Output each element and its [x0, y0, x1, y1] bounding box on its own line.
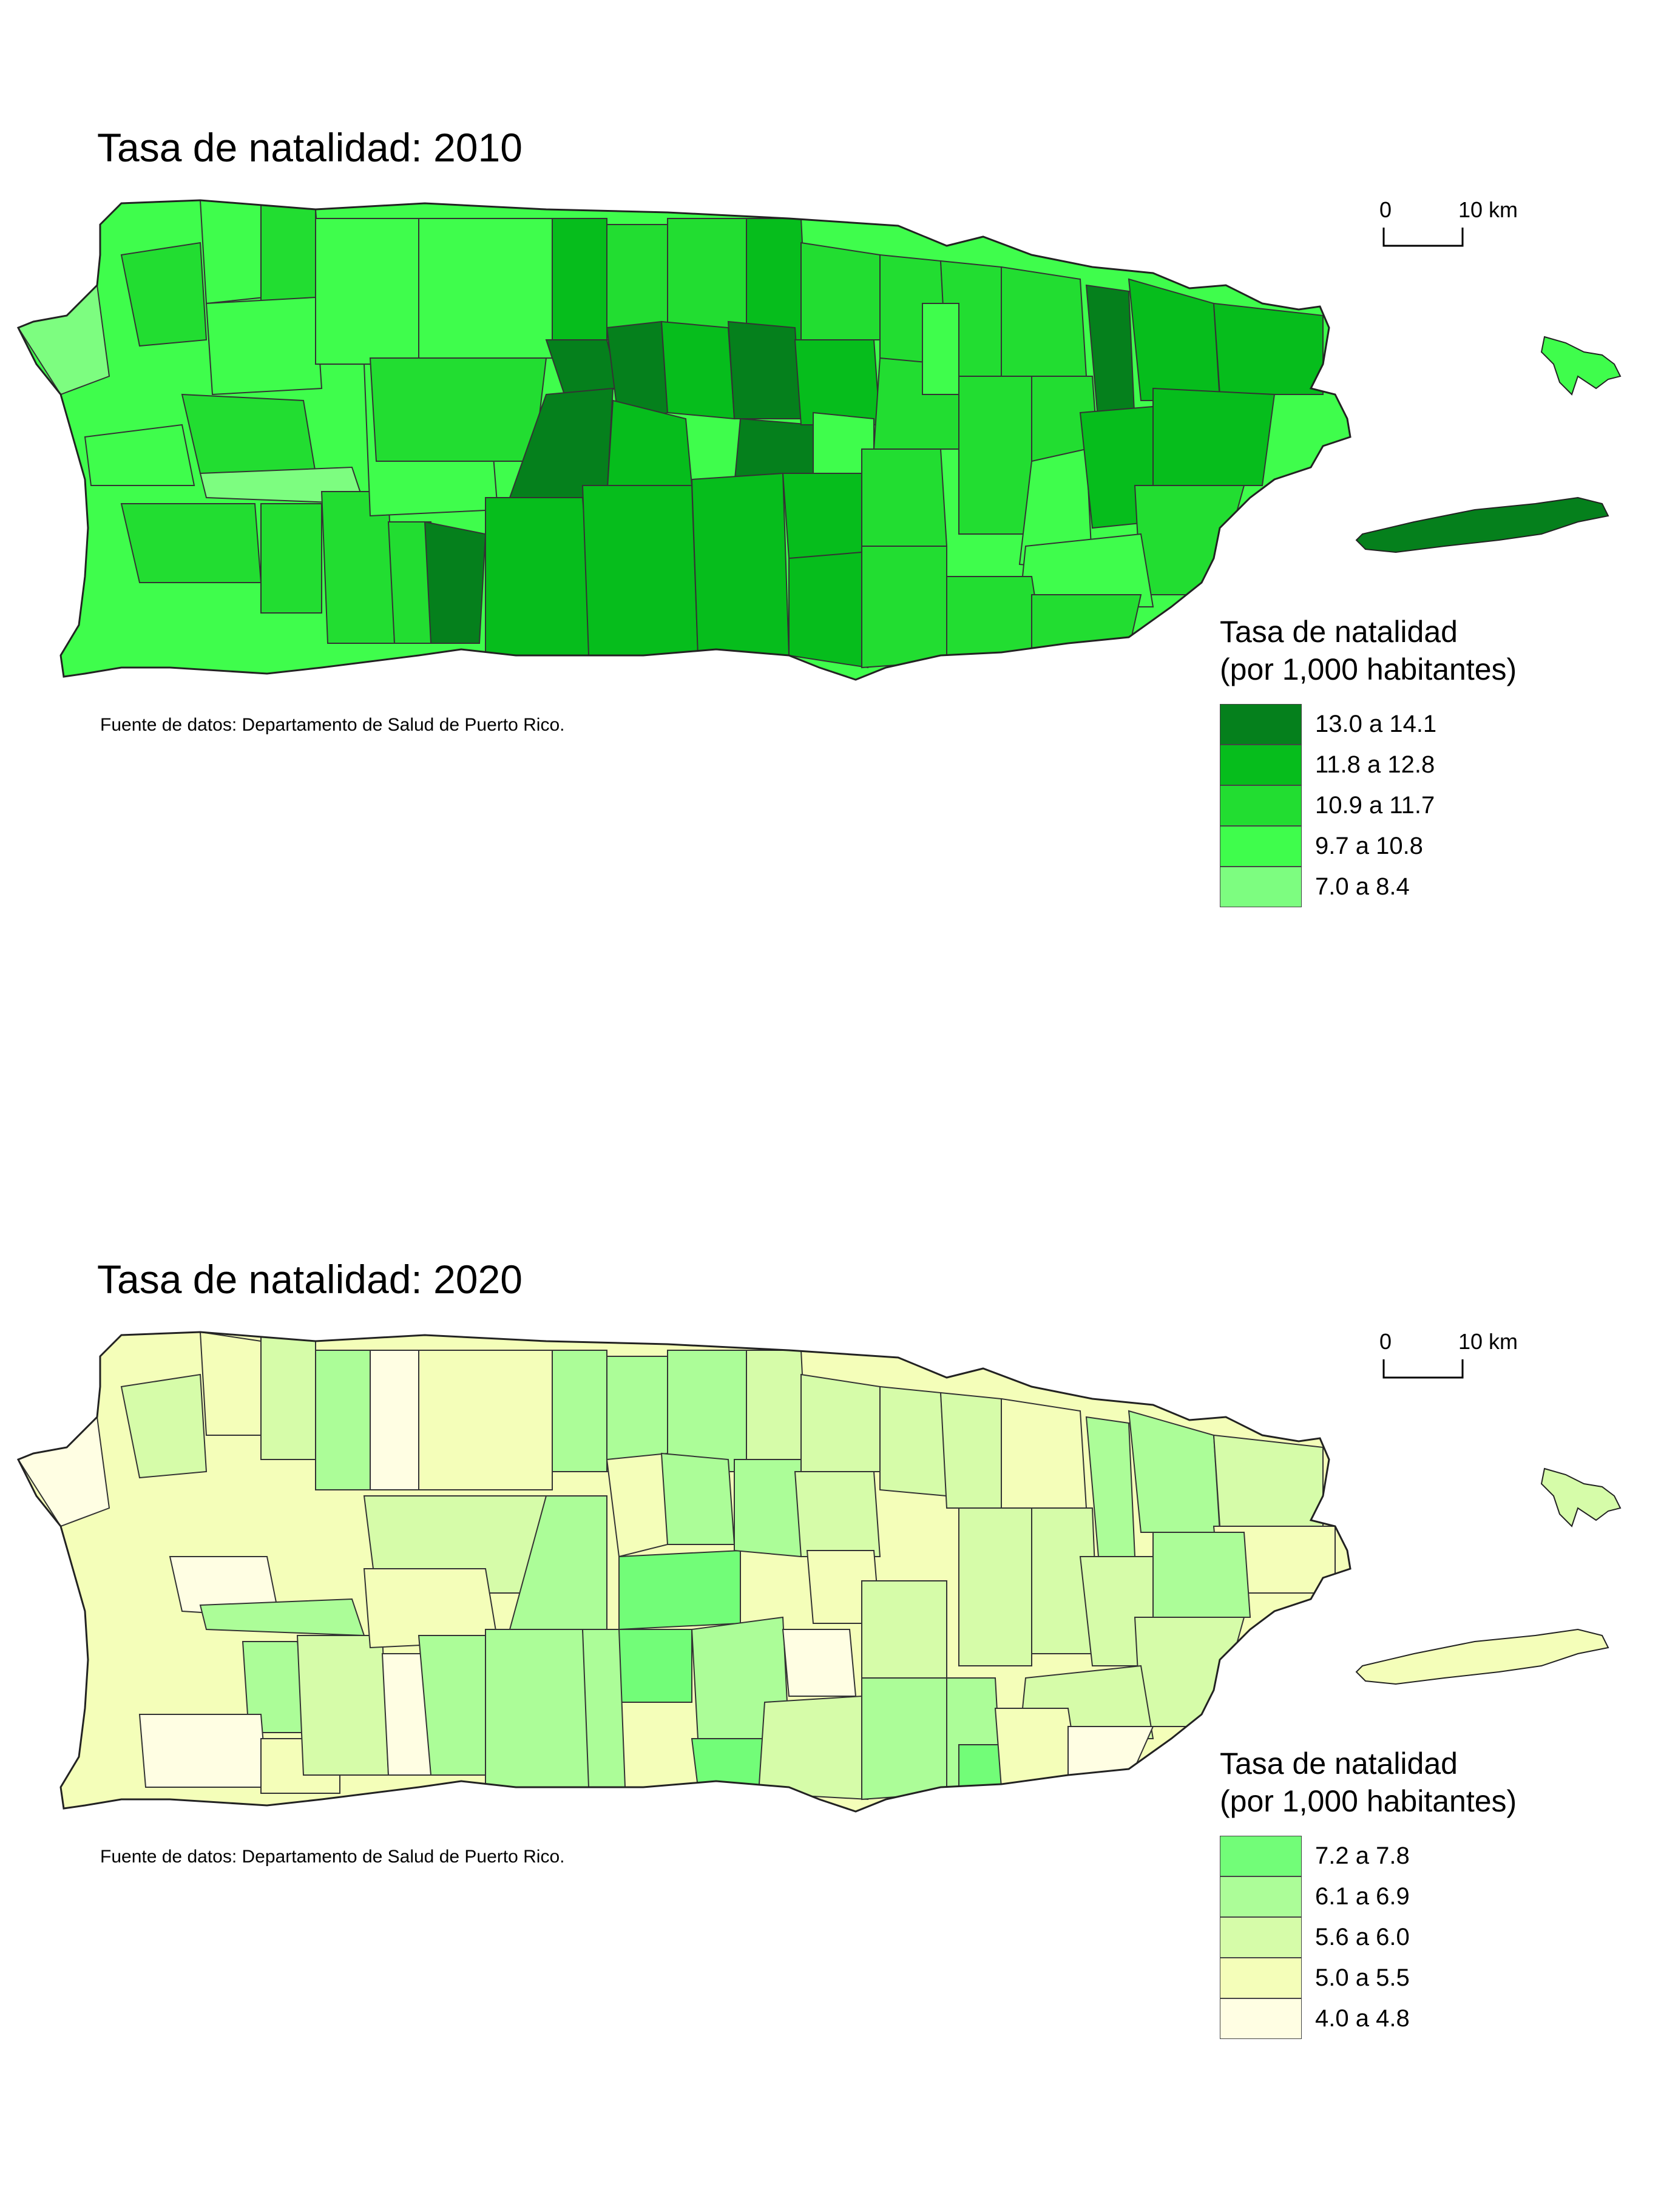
legend-swatch [1220, 744, 1302, 785]
legend-label: 7.2 a 7.8 [1315, 1842, 1410, 1869]
island-vieques [1355, 496, 1609, 553]
legend-item: 6.1 a 6.9 [1220, 1876, 1608, 1917]
legend-swatch [1220, 866, 1302, 907]
legend: Tasa de natalidad (por 1,000 habitantes)… [1220, 613, 1608, 907]
scale-label-zero: 0 [1379, 1329, 1392, 1354]
legend-swatch [1220, 1835, 1302, 1876]
scale-label-ten: 10 km [1458, 1329, 1518, 1354]
legend-title-line2: (por 1,000 habitantes) [1220, 652, 1517, 686]
data-source: Fuente de datos: Departamento de Salud d… [100, 715, 565, 735]
legend: Tasa de natalidad (por 1,000 habitantes)… [1220, 1745, 1608, 2039]
legend-item: 5.6 a 6.0 [1220, 1916, 1608, 1958]
legend-item: 7.2 a 7.8 [1220, 1835, 1608, 1876]
legend-item: 5.0 a 5.5 [1220, 1957, 1608, 1998]
legend-label: 11.8 a 12.8 [1315, 751, 1435, 778]
map-panel-2020: Tasa de natalidad: 2020 0 10 km Fuente d… [0, 1132, 1661, 2212]
scale-bar: 0 10 km [1368, 197, 1569, 252]
legend-label: 5.6 a 6.0 [1315, 1924, 1410, 1950]
island-culebra [1540, 336, 1622, 396]
legend-label: 13.0 a 14.1 [1315, 711, 1437, 737]
legend-label: 5.0 a 5.5 [1315, 1964, 1410, 1991]
scale-label-zero: 0 [1379, 197, 1392, 222]
legend-title-line1: Tasa de natalidad [1220, 1747, 1458, 1781]
scale-line [1382, 1359, 1464, 1379]
legend-label: 10.9 a 11.7 [1315, 792, 1435, 819]
legend-swatch [1220, 825, 1302, 867]
map-title: Tasa de natalidad: 2010 [97, 125, 523, 170]
legend-label: 9.7 a 10.8 [1315, 833, 1423, 859]
legend-label: 7.0 a 8.4 [1315, 873, 1410, 900]
data-source: Fuente de datos: Departamento de Salud d… [100, 1847, 565, 1867]
legend-title-line2: (por 1,000 habitantes) [1220, 1784, 1517, 1818]
map-title: Tasa de natalidad: 2020 [97, 1257, 523, 1302]
legend-item: 4.0 a 4.8 [1220, 1998, 1608, 2039]
legend-label: 6.1 a 6.9 [1315, 1883, 1410, 1910]
legend-swatch [1220, 1876, 1302, 1917]
legend-item: 7.0 a 8.4 [1220, 866, 1608, 907]
legend-swatch [1220, 785, 1302, 826]
scale-label-ten: 10 km [1458, 197, 1518, 222]
legend-item: 10.9 a 11.7 [1220, 785, 1608, 826]
map-panel-2010: Tasa de natalidad: 2010 0 10 km Fuente d… [0, 0, 1661, 1080]
choropleth-map-2010 [16, 199, 1622, 681]
legend-swatch [1220, 1957, 1302, 1998]
legend-item: 11.8 a 12.8 [1220, 744, 1608, 785]
legend-swatch [1220, 1916, 1302, 1958]
legend-item: 13.0 a 14.1 [1220, 703, 1608, 745]
legend-swatch [1220, 703, 1302, 745]
legend-item: 9.7 a 10.8 [1220, 825, 1608, 867]
legend-title-line1: Tasa de natalidad [1220, 615, 1458, 649]
island-vieques [1355, 1628, 1609, 1685]
scale-bar: 0 10 km [1368, 1329, 1569, 1384]
choropleth-map-2020 [16, 1331, 1622, 1813]
island-culebra [1540, 1467, 1622, 1527]
scale-line [1382, 228, 1464, 247]
legend-swatch [1220, 1998, 1302, 2039]
legend-label: 4.0 a 4.8 [1315, 2005, 1410, 2032]
